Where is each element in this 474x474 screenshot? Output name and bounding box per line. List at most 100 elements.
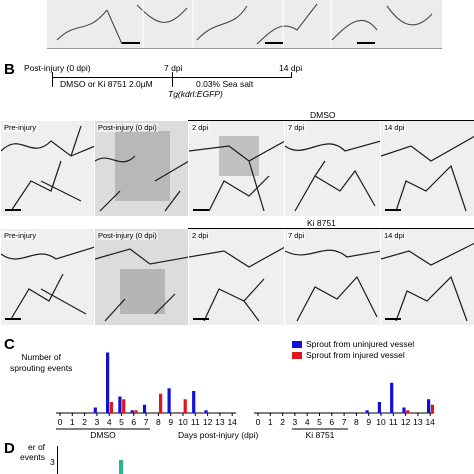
dmso-bracket [188,120,474,121]
timeline-tick [52,72,53,78]
x-tick-label: 3 [95,417,100,427]
bar-injured [159,393,163,413]
micrograph-frame: 2 dpi [188,121,284,216]
micrograph-frame: Post-injury (0 dpi) [94,229,188,325]
frame-label: Post-injury (0 dpi) [97,123,158,132]
x-tick-label: 8 [354,417,359,427]
panel-c-letter: C [4,336,15,353]
x-tick-label: 14 [425,417,435,427]
ylabel-line: events [20,452,46,462]
legend-label-blue: Sprout from uninjured vessel [306,339,415,349]
bar-uninjured [106,352,110,413]
micrograph-frame: 7 dpi [284,229,380,325]
micrograph-frame: 14 dpi [380,121,474,216]
scale-bar [5,318,21,320]
x-tick-label: 12 [203,417,213,427]
timeline-treatment-label: DMSO or Ki 8751 2.0µM [60,79,153,89]
ki8751-row-label: Ki 8751 [307,218,336,228]
x-tick-label: 5 [317,417,322,427]
chart-x-axis-label: Days post-injury (dpi) [178,430,259,440]
timeline-post-injury-label: Post-injury (0 dpi) [24,63,91,73]
timeline-tick [172,77,173,87]
scale-bar [5,209,21,211]
x-tick-label: 13 [215,417,225,427]
micrograph-row-dmso: Pre-injury Post-injury (0 dpi) 2 dpi 7 d… [0,121,474,216]
frame-label: 2 dpi [191,123,210,132]
x-tick-label: 4 [107,417,112,427]
timeline-tick [291,72,292,78]
bar-uninjured [377,402,381,413]
scale-bar [385,318,401,320]
micrograph-frame: Pre-injury [0,121,94,216]
frame-label: 2 dpi [191,231,210,240]
ylabel-line: sprouting events [10,363,73,373]
legend-swatch-red [292,352,302,359]
group-label: DMSO [90,430,116,440]
x-tick-label: 4 [305,417,310,427]
bar-uninjured [93,407,97,413]
bar-uninjured [390,382,394,413]
bar-uninjured [167,388,171,413]
frame-label: Post-injury (0 dpi) [97,231,158,240]
ylabel-line: Number of [21,352,62,362]
x-tick-label: 11 [389,417,398,427]
micrograph-frame: 7 dpi [284,121,380,216]
x-tick-label: 6 [329,417,334,427]
x-tick-label: 13 [413,417,423,427]
bar-uninjured [130,410,134,413]
bar-uninjured [142,404,147,413]
scale-bar [265,42,283,44]
x-tick-label: 6 [131,417,136,427]
x-tick-label: 3 [293,417,298,427]
bar-injured [122,399,126,413]
x-tick-label: 8 [156,417,161,427]
panel-b-letter: B [4,61,15,78]
bar-uninjured [402,407,406,413]
panel-d-ytick: 3 [50,457,55,467]
x-tick-label: 9 [168,417,173,427]
x-tick-label: 2 [82,417,87,427]
bar-uninjured [118,396,122,413]
x-tick-label: 10 [376,417,386,427]
frame-label: Pre-injury [3,123,38,132]
panel-d-y-axis [57,446,58,474]
panel-a-image-strip [47,0,442,49]
timeline-sea-salt-label: 0.03% Sea salt [196,79,254,89]
panel-d-bar [119,460,123,474]
x-tick-label: 10 [178,417,188,427]
group-label: Ki 8751 [306,430,335,440]
x-tick-label: 1 [268,417,273,427]
scale-bar [193,318,209,320]
scale-bar [385,209,401,211]
bar-injured [183,399,187,413]
timeline-tick [52,77,53,87]
x-tick-label: 1 [70,417,75,427]
x-tick-label: 14 [227,417,237,427]
ylabel-line: er of [28,442,46,452]
timeline-tick [172,72,173,78]
bar-injured [430,404,434,413]
bar-injured [109,402,113,413]
bar-uninjured [204,410,208,413]
timeline-14dpi-label: 14 dpi [279,63,303,73]
x-tick-label: 9 [366,417,371,427]
micrograph-frame: Post-injury (0 dpi) [94,121,188,216]
legend-label-red: Sprout from injured vessel [306,350,405,360]
x-tick-label: 5 [119,417,124,427]
x-tick-label: 12 [401,417,411,427]
x-tick-label: 0 [58,417,63,427]
x-tick-label: 0 [256,417,261,427]
micrograph-row-ki8751: Pre-injury Post-injury (0 dpi) 2 dpi 7 d… [0,229,474,325]
legend-swatch-blue [292,341,302,348]
micrograph-frame: 14 dpi [380,229,474,325]
x-tick-label: 7 [144,417,149,427]
scale-bar [122,42,140,44]
frame-label: 7 dpi [287,231,306,240]
panel-d-ylabel: er of events [20,442,45,462]
micrograph-frame: 2 dpi [188,229,284,325]
x-tick-label: 11 [191,417,200,427]
ki8751-bracket [188,228,474,229]
frame-label: Pre-injury [3,231,38,240]
vessel-micrograph-strip [56,0,433,48]
